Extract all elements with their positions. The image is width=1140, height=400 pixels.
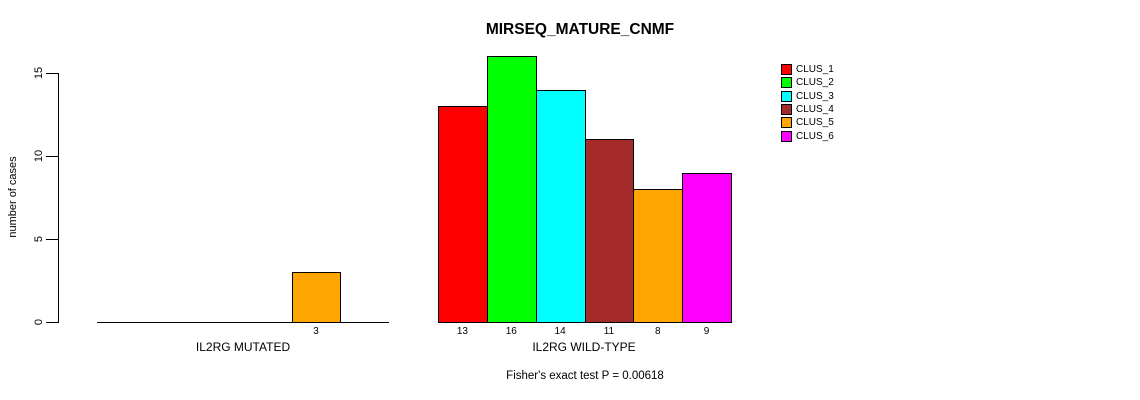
legend-color-swatch xyxy=(781,64,792,75)
bar-value-label: 9 xyxy=(703,326,710,337)
legend-item-label: CLUS_5 xyxy=(796,117,834,128)
legend-color-swatch xyxy=(781,77,792,88)
legend-item-label: CLUS_3 xyxy=(796,91,834,102)
y-tick-label: 0 xyxy=(33,318,45,326)
legend-item-clus_6: CLUS_6 xyxy=(781,130,834,143)
bar-clus_4 xyxy=(585,139,634,323)
group-label-il2rg-mutated: IL2RG MUTATED xyxy=(195,340,291,354)
y-tick-label: 15 xyxy=(33,66,45,80)
legend-item-label: CLUS_4 xyxy=(796,104,834,115)
bar-clus_5 xyxy=(633,189,683,323)
fisher-test-note: Fisher's exact test P = 0.00618 xyxy=(506,370,664,382)
chart-title: MIRSEQ_MATURE_CNMF xyxy=(485,21,675,38)
y-axis-label: number of cases xyxy=(7,156,19,238)
legend-color-swatch xyxy=(781,117,792,128)
bar-value-label: 11 xyxy=(603,326,615,337)
legend-item-label: CLUS_6 xyxy=(796,131,834,142)
y-tick-label: 5 xyxy=(33,235,45,243)
legend-color-swatch xyxy=(781,131,792,142)
bar-value-label: 3 xyxy=(313,326,319,337)
legend-color-swatch xyxy=(781,91,792,102)
bar-clus_2 xyxy=(487,56,537,323)
legend-item-label: CLUS_1 xyxy=(796,64,834,75)
bar-value-label: 13 xyxy=(456,326,468,337)
legend-item-clus_5: CLUS_5 xyxy=(781,116,834,129)
bar-value-label: 8 xyxy=(654,326,661,337)
y-tick-label: 10 xyxy=(33,149,45,163)
legend-item-clus_3: CLUS_3 xyxy=(781,90,834,103)
x-axis-line xyxy=(97,322,389,323)
y-tick-mark xyxy=(46,239,58,240)
legend-color-swatch xyxy=(781,104,792,115)
legend-item-clus_1: CLUS_1 xyxy=(781,63,834,76)
bar-clus_5 xyxy=(292,272,341,323)
y-axis-line xyxy=(58,73,59,323)
bar-clus_1 xyxy=(438,106,488,323)
bar-value-label: 16 xyxy=(505,326,517,337)
legend-item-clus_4: CLUS_4 xyxy=(781,103,834,116)
y-tick-mark xyxy=(46,156,58,157)
bar-clus_3 xyxy=(536,90,586,323)
bar-value-label: 14 xyxy=(554,326,566,337)
bar-clus_6 xyxy=(682,173,732,323)
group-label-il2rg-wild-type: IL2RG WILD-TYPE xyxy=(532,340,636,354)
y-tick-mark xyxy=(46,73,58,74)
legend-item-label: CLUS_2 xyxy=(796,77,834,88)
y-tick-mark xyxy=(46,322,58,323)
legend-item-clus_2: CLUS_2 xyxy=(781,76,834,89)
